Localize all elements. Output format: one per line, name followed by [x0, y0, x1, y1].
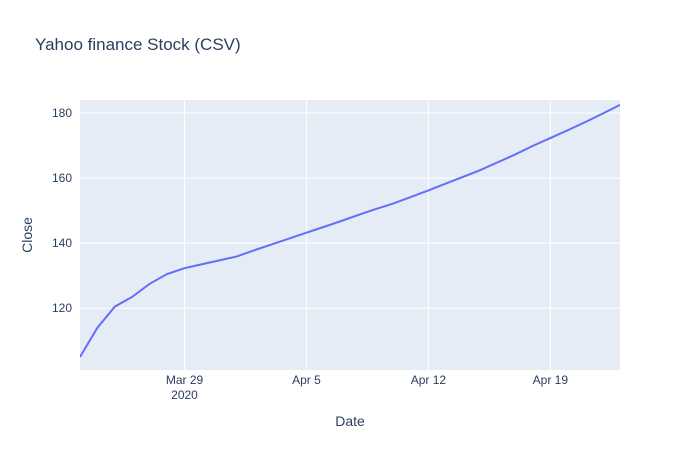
x-tick-label: Apr 19 — [533, 373, 569, 387]
x-tick-label: Mar 29 — [166, 373, 204, 387]
x-tick-sublabel: 2020 — [171, 388, 198, 402]
y-tick-label: 160 — [52, 171, 72, 185]
y-axis-title: Close — [19, 217, 35, 253]
y-axis-ticks: 120 140 160 180 — [52, 106, 72, 315]
y-tick-label: 180 — [52, 106, 72, 120]
gridlines — [80, 100, 620, 370]
y-tick-label: 140 — [52, 236, 72, 250]
y-tick-label: 120 — [52, 301, 72, 315]
x-axis-title: Date — [335, 413, 365, 429]
x-tick-label: Apr 12 — [411, 373, 447, 387]
x-tick-label: Apr 5 — [292, 373, 321, 387]
chart-title: Yahoo finance Stock (CSV) — [35, 35, 241, 54]
series-line-close — [80, 103, 620, 358]
plot-area — [80, 100, 620, 370]
